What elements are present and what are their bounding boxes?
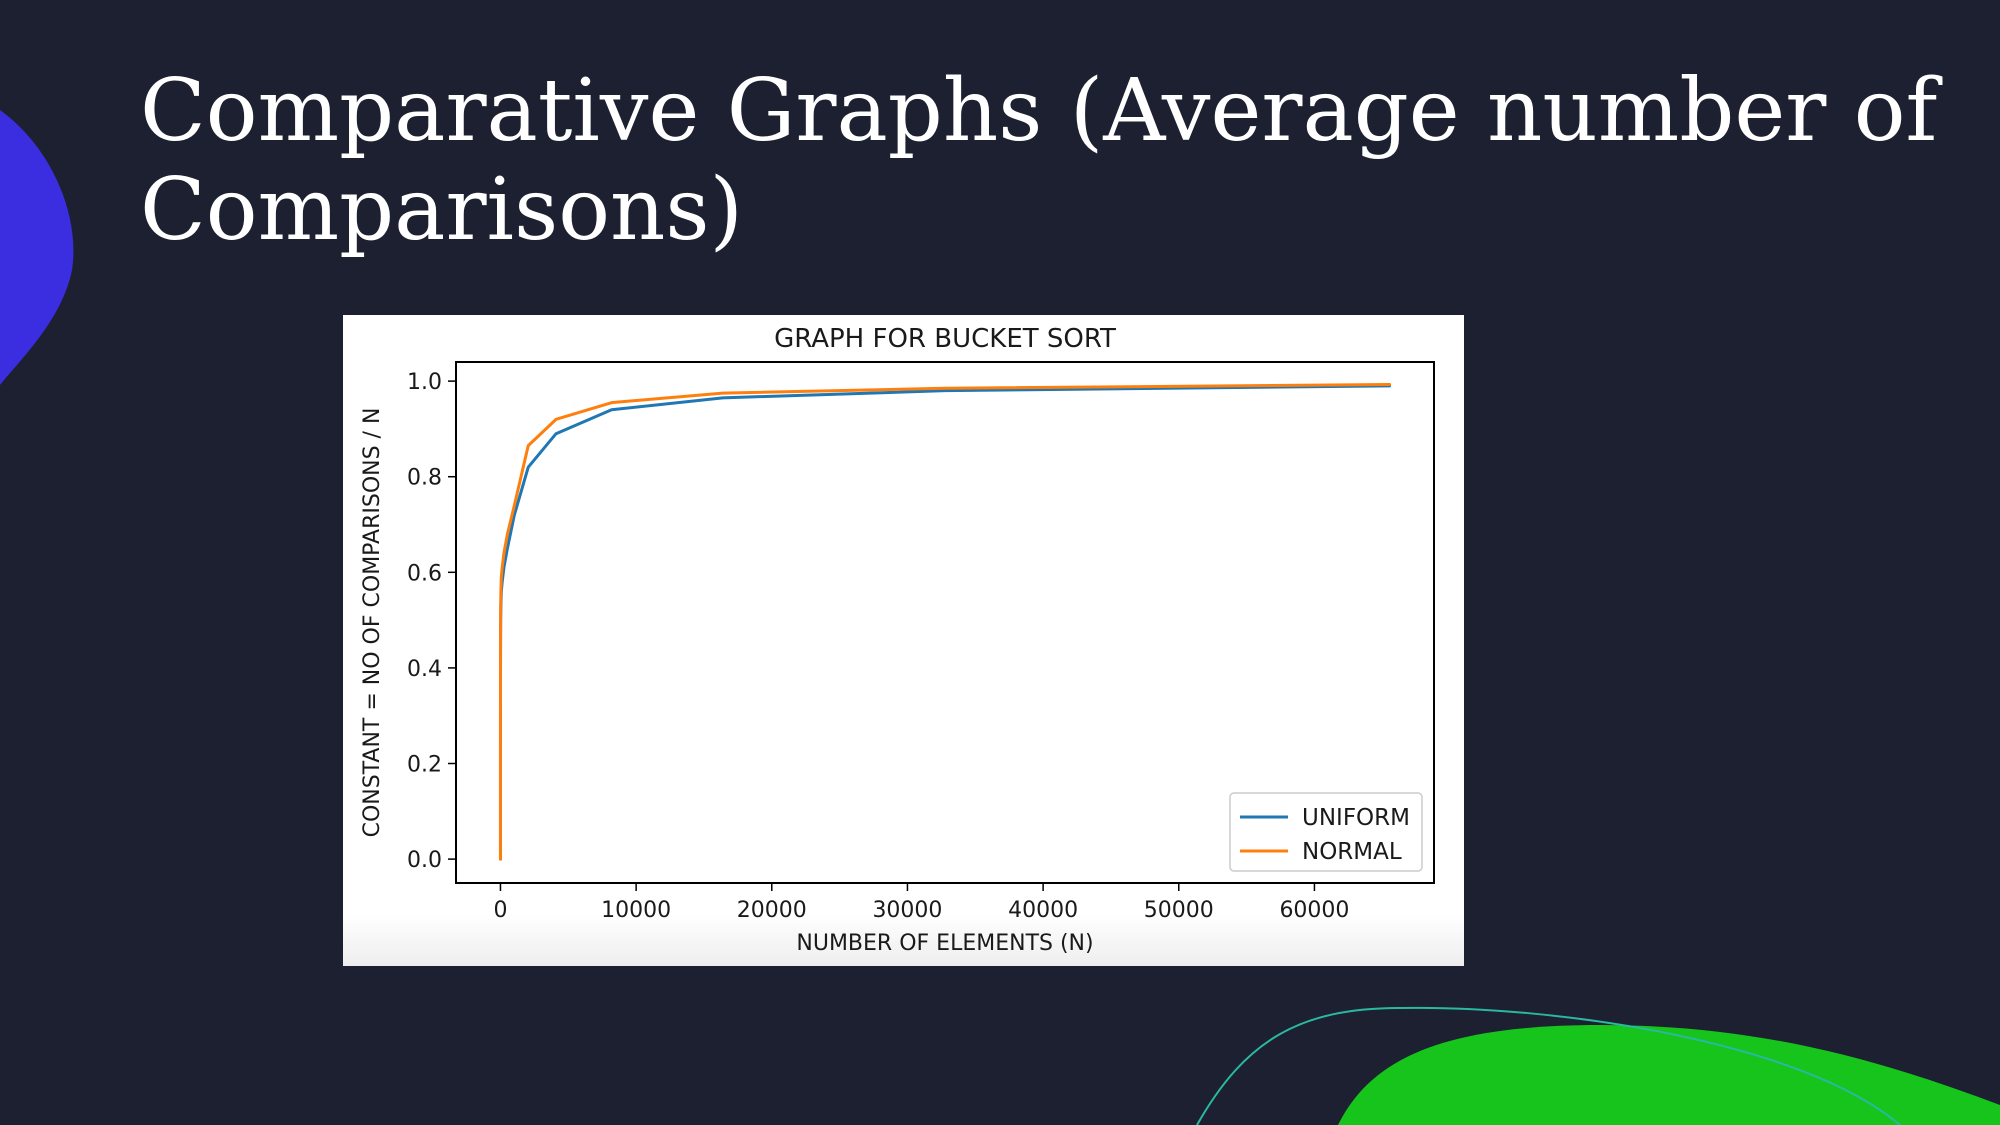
x-tick-label: 30000 — [872, 898, 942, 923]
chart-title: GRAPH FOR BUCKET SORT — [774, 324, 1116, 354]
x-axis-label: NUMBER OF ELEMENTS (N) — [796, 931, 1093, 956]
y-tick-label: 1.0 — [407, 370, 442, 395]
y-tick-label: 0.6 — [407, 561, 442, 586]
green-blob-shape — [1338, 1025, 2000, 1125]
chart-figure: GRAPH FOR BUCKET SORT 0 10000 20000 30000 40… — [343, 315, 1464, 966]
series-line-uniform — [498, 384, 1392, 861]
plot-frame — [455, 361, 1435, 884]
teal-curve-line — [1196, 1006, 1901, 1125]
blue-blob-shape — [0, 110, 74, 385]
y-tick-label: 0.8 — [407, 466, 442, 491]
y-tick-label: 0.4 — [407, 657, 442, 682]
y-axis-label: CONSTANT = NO OF COMPARISONS / N — [360, 408, 385, 838]
x-tick-label: 50000 — [1144, 898, 1214, 923]
legend-label-uniform: UNIFORM — [1302, 805, 1410, 831]
series-line-normal — [498, 382, 1392, 861]
legend-label-normal: NORMAL — [1302, 839, 1402, 865]
x-tick-label: 40000 — [1008, 898, 1078, 923]
y-tick-label: 0.2 — [407, 753, 442, 778]
bucket-sort-line-chart: GRAPH FOR BUCKET SORT 0 10000 20000 30000 40… — [360, 324, 1435, 956]
x-tick-label: 60000 — [1279, 898, 1349, 923]
x-tick-label: 20000 — [737, 898, 807, 923]
y-tick-label: 0.0 — [407, 848, 442, 873]
x-tick-label: 0 — [493, 898, 507, 923]
page-title: Comparative Graphs (Average number of Co… — [140, 61, 1938, 260]
x-tick-label: 10000 — [601, 898, 671, 923]
